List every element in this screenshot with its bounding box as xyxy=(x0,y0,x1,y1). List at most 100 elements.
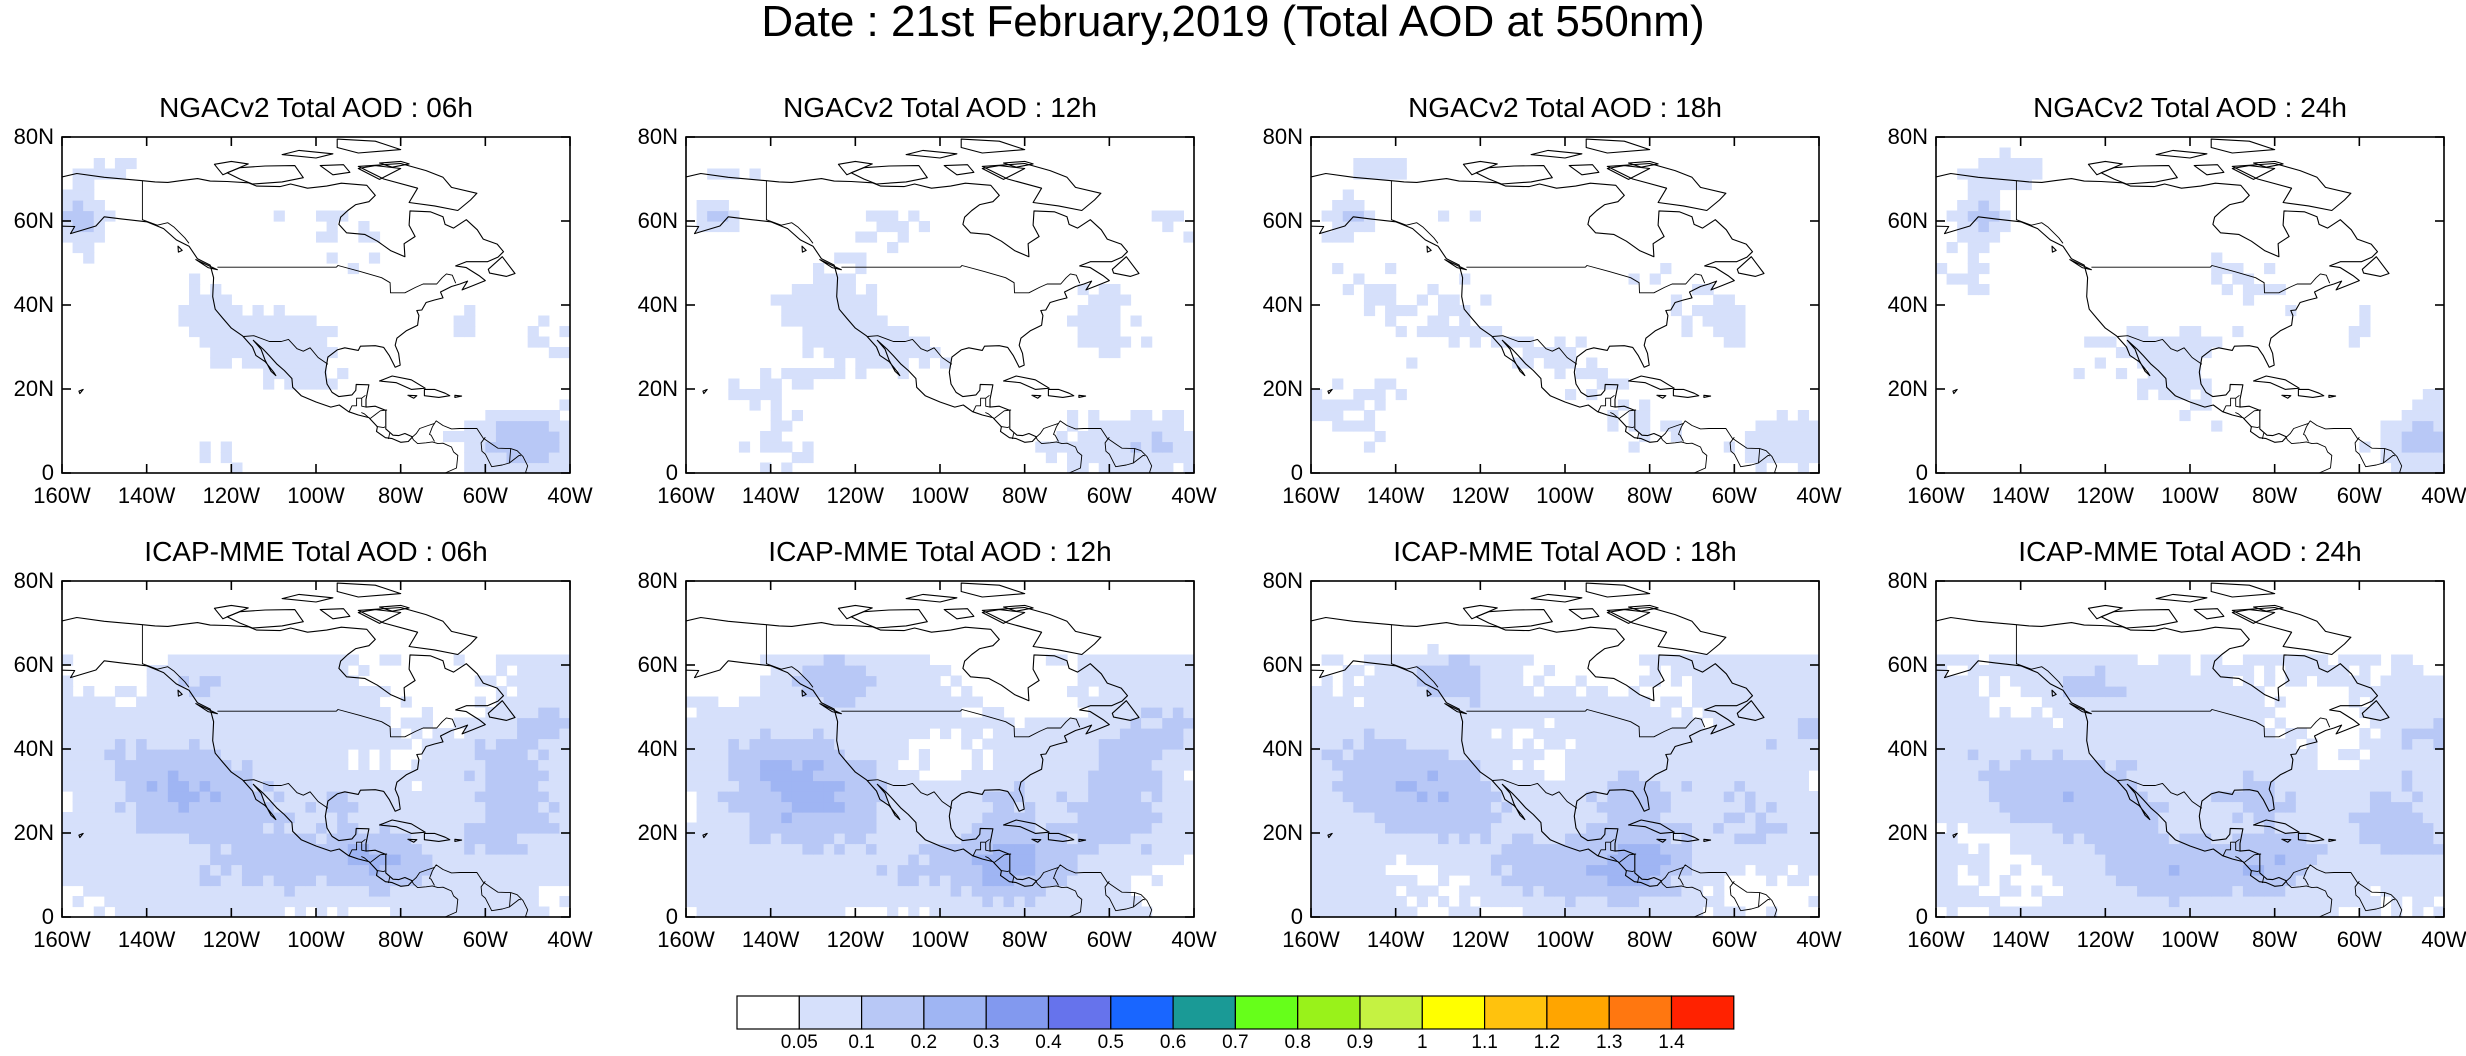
colorbar-swatch xyxy=(1608,995,1673,1030)
lon-tick-label: 80W xyxy=(1627,927,1673,952)
lon-tick-label: 60W xyxy=(2336,927,2382,952)
coastline xyxy=(686,582,1173,917)
lat-tick-label: 40N xyxy=(13,736,54,761)
lon-tick-label: 60W xyxy=(1711,927,1757,952)
colorbar-swatch xyxy=(985,995,1050,1030)
lat-tick-label: 40N xyxy=(1262,736,1303,761)
lat-tick-label: 0 xyxy=(41,460,54,485)
colorbar-swatch xyxy=(1047,995,1112,1030)
lon-tick-label: 60W xyxy=(462,483,508,508)
lon-tick-label: 120W xyxy=(826,927,885,952)
lat-tick-label: 20N xyxy=(637,820,678,845)
lat-tick-label: 20N xyxy=(13,376,54,401)
lon-tick-label: 120W xyxy=(1451,927,1510,952)
panel-title: NGACv2 Total AOD : 06h xyxy=(159,92,473,123)
lon-tick-label: 80W xyxy=(378,927,424,952)
lon-tick-label: 100W xyxy=(1536,483,1594,508)
lat-tick-label: 60N xyxy=(637,652,678,677)
lon-tick-label: 80W xyxy=(1627,483,1673,508)
coastline xyxy=(62,138,549,473)
lon-tick-label: 100W xyxy=(2161,483,2219,508)
coastline xyxy=(686,138,1173,473)
lon-tick-label: 160W xyxy=(1282,927,1340,952)
lon-tick-label: 80W xyxy=(2252,927,2298,952)
lon-tick-label: 80W xyxy=(1002,927,1048,952)
lon-tick-label: 160W xyxy=(33,927,91,952)
colorbar-swatch xyxy=(1670,995,1735,1030)
coastline xyxy=(1936,582,2423,917)
lat-tick-label: 0 xyxy=(1915,460,1928,485)
panel-title: ICAP-MME Total AOD : 24h xyxy=(2018,536,2362,567)
colorbar-swatch xyxy=(1483,995,1548,1030)
lon-tick-label: 60W xyxy=(1086,483,1132,508)
lat-tick-label: 0 xyxy=(665,460,678,485)
lon-tick-label: 40W xyxy=(1171,483,1217,508)
colorbar-swatch xyxy=(1421,995,1486,1030)
colorbar-label: 0.9 xyxy=(1346,1032,1374,1053)
lon-tick-label: 140W xyxy=(117,927,176,952)
lon-tick-label: 120W xyxy=(2076,483,2135,508)
lon-tick-label: 160W xyxy=(657,927,715,952)
lon-tick-label: 60W xyxy=(1086,927,1132,952)
colorbar-label: 0.4 xyxy=(1035,1032,1062,1053)
lat-tick-label: 0 xyxy=(41,904,54,929)
lon-tick-label: 120W xyxy=(202,927,261,952)
colorbar-swatch xyxy=(1172,995,1236,1030)
lon-tick-label: 120W xyxy=(1451,483,1510,508)
lat-tick-label: 0 xyxy=(1290,904,1303,929)
lat-tick-label: 20N xyxy=(1262,376,1303,401)
lon-tick-label: 40W xyxy=(1171,927,1217,952)
lon-tick-label: 60W xyxy=(1711,483,1757,508)
lon-tick-label: 100W xyxy=(1536,927,1594,952)
colorbar-label: 0.05 xyxy=(780,1032,818,1053)
lat-tick-label: 0 xyxy=(1915,904,1928,929)
coastline xyxy=(1311,582,1798,917)
lon-tick-label: 80W xyxy=(1002,483,1048,508)
lon-tick-label: 40W xyxy=(547,927,593,952)
lon-tick-label: 140W xyxy=(741,483,800,508)
lon-tick-label: 40W xyxy=(1796,927,1842,952)
lon-tick-label: 120W xyxy=(2076,927,2135,952)
lat-tick-label: 60N xyxy=(13,208,54,233)
colorbar-swatch xyxy=(1297,995,1361,1030)
colorbar-label: 1.3 xyxy=(1595,1032,1623,1053)
lon-tick-label: 140W xyxy=(1366,927,1425,952)
lon-tick-label: 100W xyxy=(287,927,345,952)
lat-tick-label: 40N xyxy=(13,292,54,317)
panel-title: ICAP-MME Total AOD : 12h xyxy=(768,536,1112,567)
colorbar-swatch xyxy=(1546,995,1610,1030)
colorbar-label: 1.4 xyxy=(1658,1032,1685,1053)
lat-tick-label: 0 xyxy=(665,904,678,929)
colorbar-label: 1.1 xyxy=(1471,1032,1498,1053)
lon-tick-label: 40W xyxy=(2421,927,2466,952)
lat-tick-label: 40N xyxy=(637,736,678,761)
lon-tick-label: 40W xyxy=(1796,483,1842,508)
colorbar-label: 0.1 xyxy=(848,1032,875,1053)
panel-title: ICAP-MME Total AOD : 18h xyxy=(1393,536,1737,567)
lon-tick-label: 120W xyxy=(826,483,885,508)
lat-tick-label: 20N xyxy=(637,376,678,401)
lat-tick-label: 40N xyxy=(1262,292,1303,317)
lat-tick-label: 40N xyxy=(1887,292,1928,317)
lat-tick-label: 20N xyxy=(1887,820,1928,845)
lat-tick-label: 60N xyxy=(1887,208,1928,233)
lat-tick-label: 60N xyxy=(637,208,678,233)
lat-tick-label: 40N xyxy=(637,292,678,317)
lon-tick-label: 160W xyxy=(1907,483,1965,508)
lat-tick-label: 0 xyxy=(1290,460,1303,485)
panel-title: NGACv2 Total AOD : 18h xyxy=(1408,92,1722,123)
lat-tick-label: 60N xyxy=(1887,652,1928,677)
lon-tick-label: 60W xyxy=(462,927,508,952)
page-title: Date : 21st February,2019 (Total AOD at … xyxy=(761,0,1705,46)
lat-tick-label: 60N xyxy=(13,652,54,677)
lat-tick-label: 80N xyxy=(1262,124,1303,149)
lat-tick-label: 80N xyxy=(1262,568,1303,593)
lon-tick-label: 80W xyxy=(2252,483,2298,508)
colorbar-swatch xyxy=(860,995,925,1030)
colorbar-swatch xyxy=(736,995,800,1030)
